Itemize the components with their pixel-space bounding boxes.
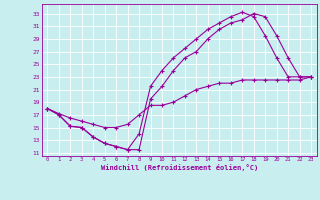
X-axis label: Windchill (Refroidissement éolien,°C): Windchill (Refroidissement éolien,°C) <box>100 164 258 171</box>
